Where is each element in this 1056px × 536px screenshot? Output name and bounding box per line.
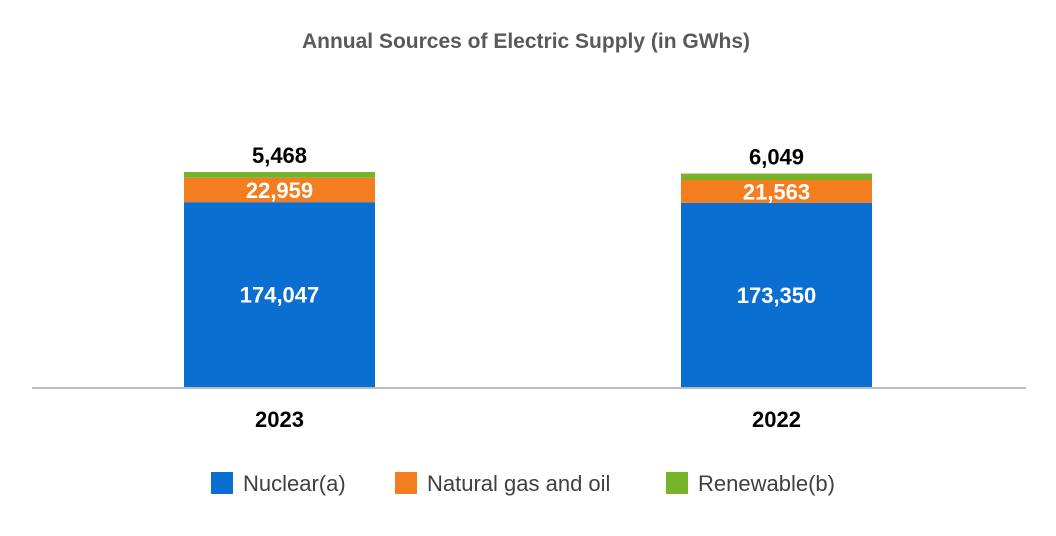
bar-segment-nuclear-a--2022 [681, 202, 872, 387]
data-label-natural-gas-and-oil-2023: 22,959 [246, 178, 313, 203]
legend-label-renewable-b-: Renewable(b) [698, 471, 835, 496]
bar-segment-renewable-b--2023 [184, 171, 375, 178]
data-label-nuclear-a--2022: 173,350 [737, 283, 817, 308]
legend-swatch-nuclear-a- [211, 472, 233, 494]
data-label-nuclear-a--2023: 174,047 [240, 283, 320, 308]
bar-segment-nuclear-a--2023 [184, 202, 375, 387]
legend-label-nuclear-a-: Nuclear(a) [243, 471, 346, 496]
legend-swatch-renewable-b- [666, 472, 688, 494]
bar-segment-natural-gas-and-oil-2023 [184, 177, 375, 203]
bar-segment-natural-gas-and-oil-2022 [681, 180, 872, 203]
data-label-natural-gas-and-oil-2022: 21,563 [743, 179, 810, 204]
data-label-renewable-b--2022: 6,049 [749, 145, 804, 170]
chart-title: Annual Sources of Electric Supply (in GW… [302, 30, 750, 53]
category-labels: 2023 2022 [255, 407, 801, 432]
data-label-renewable-b--2023: 5,468 [252, 143, 307, 168]
bars-group: 174,047 22,959 5,468 173,350 21,563 6,049 [184, 143, 872, 387]
bar-segment-renewable-b--2022 [681, 173, 872, 181]
legend: Nuclear(a) Natural gas and oil Renewable(b… [211, 471, 835, 496]
legend-label-natural-gas-and-oil: Natural gas and oil [427, 471, 610, 496]
category-label-2022: 2022 [752, 407, 801, 432]
legend-swatch-natural-gas-and-oil [395, 472, 417, 494]
category-label-2023: 2023 [255, 407, 304, 432]
